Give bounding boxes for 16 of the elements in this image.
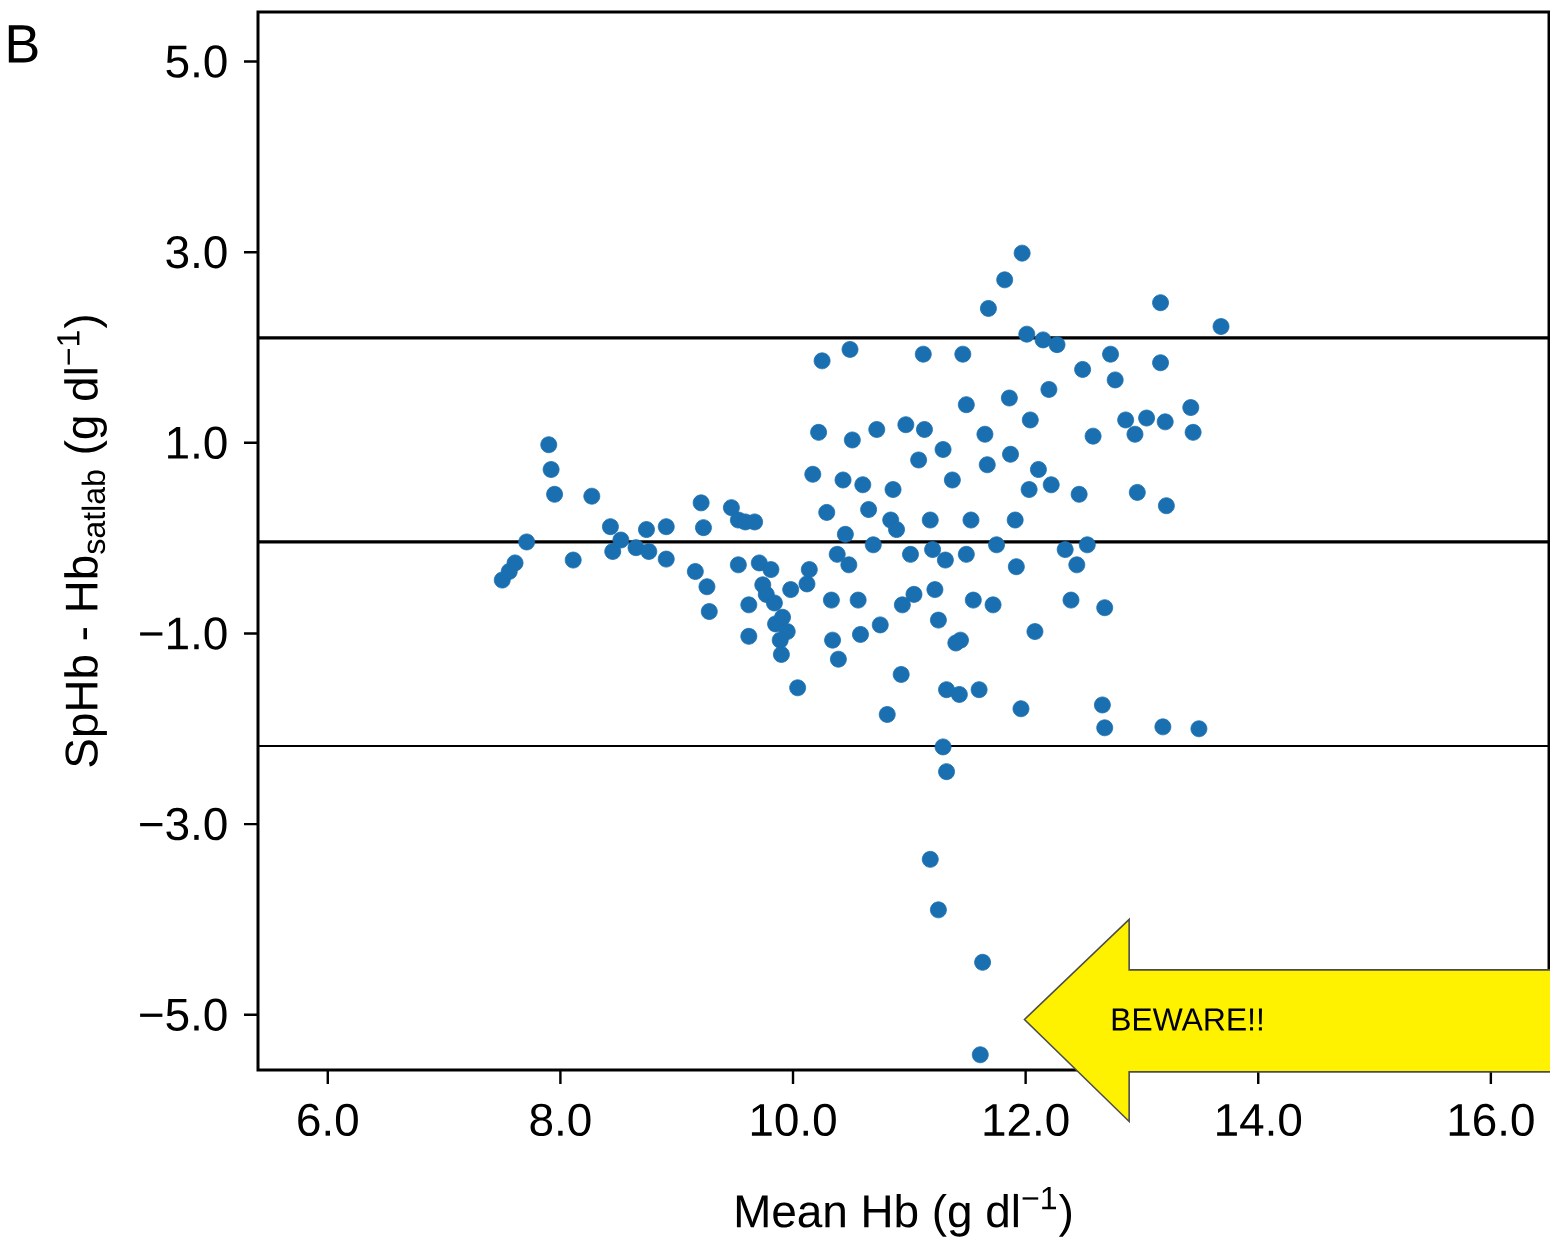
x-tick-label: 6.0	[298, 1103, 358, 1137]
x-tick-label: 12.0	[984, 1103, 1069, 1137]
x-tick-label: 8.0	[530, 1103, 591, 1137]
y-tick-label: −3.0	[140, 807, 227, 841]
y-axis-title: SpHb - Hb$_{satlab}$ (g dl$^{−1}$)	[57, 316, 107, 767]
annotation: BEWARE!!	[1112, 1008, 1262, 1031]
x-tick-label: 10.0	[751, 1103, 836, 1137]
y-tick-label: 3.0	[166, 235, 227, 269]
text: B	[8, 25, 38, 63]
y-tick-label: −1.0	[140, 617, 227, 650]
y-tick-label: −5.0	[140, 998, 227, 1031]
x-tick-label: 16.0	[1449, 1103, 1534, 1137]
x-axis-title: Mean Hb (g dl$^{−1}$)	[736, 1187, 1072, 1237]
y-tick-label: 1.0	[168, 426, 227, 460]
y-tick-label: 5.0	[166, 45, 227, 78]
x-tick-label: 14.0	[1217, 1103, 1302, 1137]
